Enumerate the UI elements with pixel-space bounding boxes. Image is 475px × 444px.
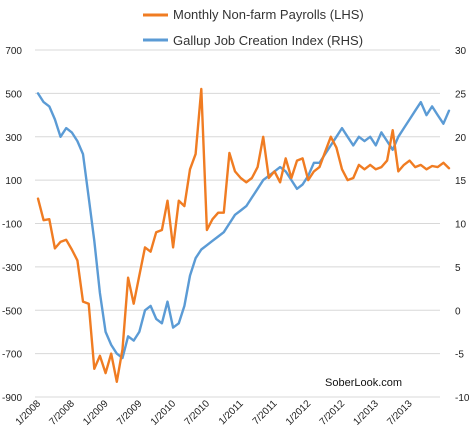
series-line-gallup (36, 92, 451, 360)
x-tick-label: 7/2011 (251, 398, 280, 427)
right-tick-label: -10 (455, 393, 470, 404)
source-annotation: SoberLook.com (325, 377, 402, 389)
x-tick-label: 7/2013 (385, 398, 415, 428)
series-lines (36, 87, 451, 383)
left-tick-label: -900 (2, 393, 22, 404)
x-tick-label: 1/2012 (284, 398, 314, 428)
x-tick-label: 1/2010 (149, 398, 179, 428)
left-tick-label: -100 (2, 220, 22, 231)
legend-label-payrolls: Monthly Non-farm Payrolls (LHS) (173, 7, 364, 22)
x-tick-label: 7/2009 (115, 398, 145, 428)
right-tick-label: 25 (455, 89, 467, 100)
x-axis-ticks: 1/2008 7/2008 1/2009 7/2009 1/2010 7/2010 1/20… (14, 398, 415, 428)
left-tick-label: 100 (5, 176, 22, 187)
x-tick-label: 1/2011 (217, 398, 246, 427)
legend-item-gallup: Gallup Job Creation Index (RHS) (143, 33, 363, 48)
x-tick-label: 7/2012 (318, 398, 348, 428)
x-tick-label: 7/2010 (183, 398, 213, 428)
x-tick-label: 1/2009 (81, 398, 111, 428)
right-tick-label: -5 (455, 350, 464, 361)
right-tick-label: 0 (455, 306, 461, 317)
legend-label-gallup: Gallup Job Creation Index (RHS) (173, 33, 363, 48)
left-tick-label: 300 (5, 133, 22, 144)
right-axis-ticks: 30 25 20 15 10 5 0 -5 -10 (455, 46, 470, 404)
right-tick-label: 15 (455, 176, 467, 187)
x-tick-label: 1/2013 (352, 398, 382, 428)
legend: Monthly Non-farm Payrolls (LHS) Gallup J… (143, 7, 364, 48)
left-tick-label: -500 (2, 306, 22, 317)
right-tick-label: 5 (455, 263, 461, 274)
left-tick-label: -300 (2, 263, 22, 274)
gridlines (35, 49, 440, 398)
left-tick-label: -700 (2, 350, 22, 361)
right-tick-label: 30 (455, 46, 467, 57)
left-tick-label: 700 (5, 46, 22, 57)
left-axis-ticks: 700 500 300 100 -100 -300 -500 -700 -900 (2, 46, 22, 404)
x-tick-label: 7/2008 (47, 398, 77, 428)
left-tick-label: 500 (5, 89, 22, 100)
right-tick-label: 20 (455, 133, 467, 144)
series-line-payrolls (36, 87, 451, 383)
legend-item-payrolls: Monthly Non-farm Payrolls (LHS) (143, 7, 364, 22)
right-tick-label: 10 (455, 220, 467, 231)
